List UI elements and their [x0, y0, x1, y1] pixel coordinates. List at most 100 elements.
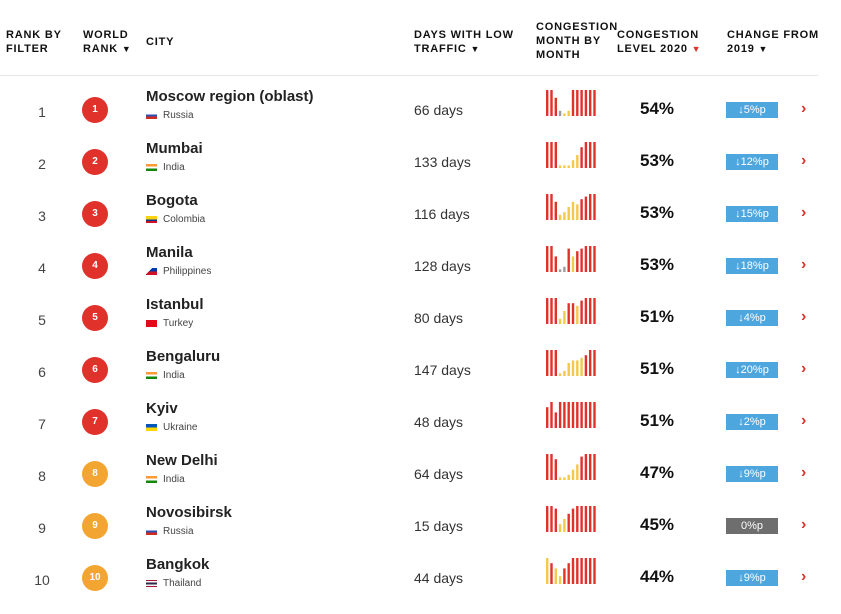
month-bar: [563, 477, 566, 480]
table-row[interactable]: 4 4 Manila Philippines 128 days 53% ↓18%p ›: [0, 244, 841, 302]
month-bar: [580, 147, 583, 168]
month-bar: [584, 246, 588, 272]
country-name: Thailand: [163, 578, 202, 589]
month-bar: [589, 142, 592, 168]
table-row[interactable]: 8 8 New Delhi India 64 days 47% ↓9%p ›: [0, 452, 841, 510]
days-low-traffic: 80 days: [414, 310, 464, 326]
country-name: Colombia: [163, 214, 206, 225]
city-name[interactable]: Mumbai: [146, 140, 203, 157]
world-rank-badge: 7: [82, 409, 108, 435]
change-badge: 0%p: [726, 518, 778, 534]
table-row[interactable]: 10 10 Bangkok Thailand 44 days 44% ↓9%p ›: [0, 556, 841, 614]
congestion-level: 51%: [640, 411, 675, 430]
days-low-traffic: 66 days: [414, 102, 464, 118]
country-name: Russia: [163, 110, 194, 121]
chevron-right-icon[interactable]: ›: [801, 308, 807, 325]
city-name[interactable]: Moscow region (oblast): [146, 88, 314, 105]
city-name[interactable]: Kyiv: [146, 400, 178, 417]
india-flag-icon: [146, 371, 157, 379]
congestion-level: 54%: [640, 99, 675, 118]
month-bar: [554, 298, 557, 324]
month-bar: [580, 300, 583, 324]
month-bar: [558, 402, 562, 428]
change-badge: ↓9%p: [726, 466, 778, 482]
month-bar: [589, 402, 592, 428]
table-row[interactable]: 9 9 Novosibirsk Russia 15 days 45% 0%p ›: [0, 504, 841, 562]
month-bar: [567, 303, 570, 324]
header-world-rank[interactable]: WORLD RANK ▼: [83, 28, 143, 56]
chevron-right-icon[interactable]: ›: [801, 100, 807, 117]
rank-by-filter: 3: [38, 208, 46, 224]
chevron-right-icon[interactable]: ›: [801, 152, 807, 169]
month-bar: [584, 355, 588, 376]
month-bar: [563, 370, 566, 376]
congestion-month-chart: [546, 90, 596, 116]
month-bar: [558, 165, 562, 168]
month-bar: [567, 207, 570, 220]
city-name[interactable]: Bangkok: [146, 556, 210, 573]
country-name: Philippines: [163, 266, 212, 277]
chevron-right-icon[interactable]: ›: [801, 204, 807, 221]
month-bar: [593, 558, 596, 584]
month-bar: [593, 90, 596, 116]
rank-by-filter: 10: [34, 572, 50, 588]
month-bar: [576, 305, 579, 324]
month-bar: [546, 407, 549, 428]
russia-flag-icon: [146, 111, 157, 119]
month-bar: [567, 474, 570, 480]
header-rank-by-filter[interactable]: RANK BY FILTER: [6, 28, 72, 56]
month-bar: [580, 558, 583, 584]
month-bar: [546, 558, 549, 584]
chevron-right-icon[interactable]: ›: [801, 360, 807, 377]
month-bar: [550, 194, 553, 220]
header-change[interactable]: CHANGE FROM 2019 ▼: [727, 28, 821, 56]
chevron-right-icon[interactable]: ›: [801, 568, 807, 585]
table-row[interactable]: 3 3 Bogota Colombia 116 days 53% ↓15%p ›: [0, 192, 841, 250]
table-row[interactable]: 1 1 Moscow region (oblast) Russia 66 days 54%…: [0, 88, 841, 146]
month-bar: [554, 97, 557, 116]
month-bar: [558, 477, 562, 480]
month-bar: [571, 201, 575, 220]
city-name[interactable]: Novosibirsk: [146, 504, 232, 521]
table-row[interactable]: 7 7 Kyiv Ukraine 48 days 51% ↓2%p ›: [0, 400, 841, 458]
rank-by-filter: 1: [38, 104, 46, 120]
world-rank-badge: 6: [82, 357, 108, 383]
turkey-flag-icon: [146, 319, 157, 327]
country-name: Ukraine: [163, 422, 198, 433]
chevron-right-icon[interactable]: ›: [801, 256, 807, 273]
rank-by-filter: 6: [38, 364, 46, 380]
city-name[interactable]: Istanbul: [146, 296, 204, 313]
header-congestion-level-label: CONGESTION LEVEL 2020: [617, 29, 699, 55]
header-city[interactable]: CITY: [146, 35, 174, 49]
city-name[interactable]: Bogota: [146, 192, 198, 209]
table-row[interactable]: 2 2 Mumbai India 133 days 53% ↓12%p ›: [0, 140, 841, 198]
month-bar: [571, 303, 575, 324]
month-bar: [550, 298, 553, 324]
month-bar: [563, 266, 566, 272]
month-bar: [584, 142, 588, 168]
city-name[interactable]: Manila: [146, 244, 193, 261]
chevron-right-icon[interactable]: ›: [801, 412, 807, 429]
month-bar: [550, 402, 553, 428]
table-row[interactable]: 5 5 Istanbul Turkey 80 days 51% ↓4%p ›: [0, 296, 841, 354]
month-bar: [550, 246, 553, 272]
rank-by-filter: 4: [38, 260, 46, 276]
city-name[interactable]: Bengaluru: [146, 348, 221, 365]
chevron-right-icon[interactable]: ›: [801, 464, 807, 481]
month-bar: [576, 506, 579, 532]
world-rank-badge: 2: [82, 149, 108, 175]
header-divider: [0, 75, 818, 76]
month-bar: [546, 298, 549, 324]
month-bar: [593, 506, 596, 532]
world-rank-badge: 8: [82, 461, 108, 487]
days-low-traffic: 44 days: [414, 570, 464, 586]
month-bar: [567, 402, 570, 428]
sort-desc-icon: ▼: [121, 44, 132, 54]
table-row[interactable]: 6 6 Bengaluru India 147 days 51% ↓20%p ›: [0, 348, 841, 406]
month-bar: [580, 90, 583, 116]
header-days-low-traffic[interactable]: DAYS WITH LOW TRAFFIC ▼: [414, 28, 532, 56]
city-name[interactable]: New Delhi: [146, 452, 218, 469]
chevron-right-icon[interactable]: ›: [801, 516, 807, 533]
header-congestion-level[interactable]: CONGESTION LEVEL 2020 ▼: [617, 28, 717, 56]
month-bar: [567, 110, 570, 116]
